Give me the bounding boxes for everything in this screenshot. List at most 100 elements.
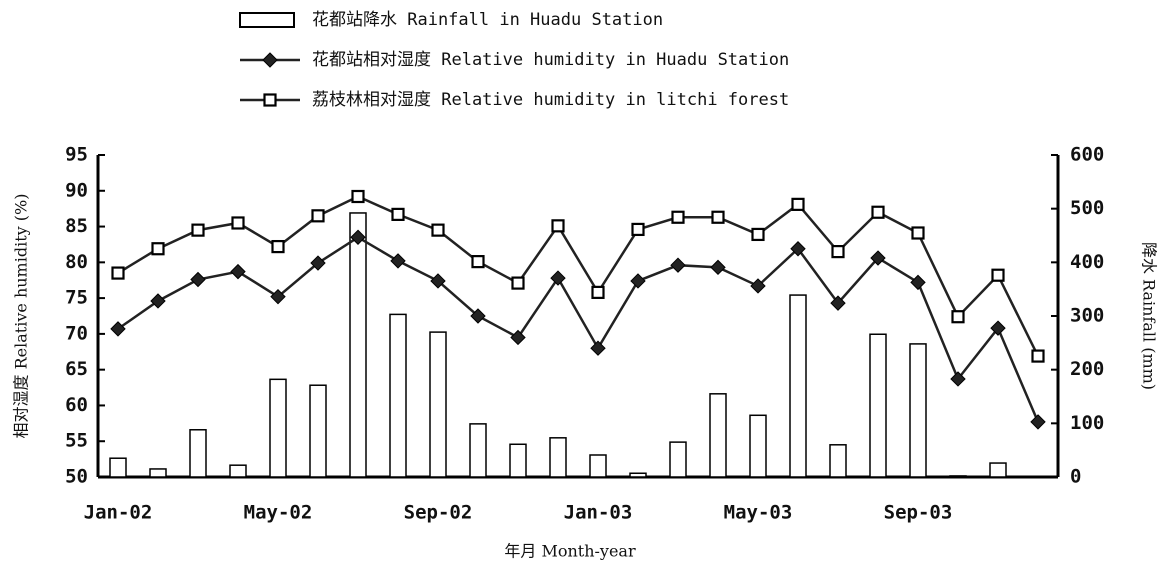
bar xyxy=(749,414,767,478)
x-tick-label: Sep-03 xyxy=(884,502,953,524)
bar xyxy=(429,331,447,478)
point xyxy=(191,223,205,237)
bar xyxy=(109,457,127,478)
point xyxy=(791,197,805,211)
y2-axis-label: 降水 Rainfall (mm) xyxy=(1140,242,1159,390)
point xyxy=(551,219,565,233)
y-tick-label: 65 xyxy=(65,358,88,380)
point xyxy=(911,226,925,240)
point xyxy=(991,268,1005,282)
point xyxy=(230,263,246,280)
point xyxy=(350,229,366,245)
point xyxy=(351,189,365,204)
y2-tick-label: 400 xyxy=(1070,251,1104,273)
point xyxy=(591,285,605,299)
bar xyxy=(309,384,327,478)
bar xyxy=(669,441,687,478)
point xyxy=(390,253,406,269)
legend-label: 花都站降水 Rainfall in Huadu Station xyxy=(312,10,663,30)
point xyxy=(310,255,326,271)
point xyxy=(710,259,726,276)
point xyxy=(831,245,845,259)
y2-tick-label: 100 xyxy=(1070,412,1104,434)
x-tick-label: May-03 xyxy=(724,502,793,524)
point xyxy=(990,320,1006,336)
point xyxy=(311,209,325,223)
bar xyxy=(869,333,887,478)
y-tick-label: 75 xyxy=(65,287,88,309)
bar xyxy=(469,423,487,478)
point xyxy=(751,227,765,242)
bar xyxy=(589,454,607,478)
point xyxy=(830,295,846,311)
legend-label: 荔枝林相对湿度 Relative humidity in litchi fore… xyxy=(312,90,789,110)
y-tick-label: 80 xyxy=(65,251,88,273)
point xyxy=(190,271,206,288)
legend-swatch xyxy=(239,12,295,28)
point xyxy=(550,270,566,286)
y-tick-label: 55 xyxy=(65,430,88,452)
y2-tick-label: 500 xyxy=(1070,197,1104,219)
point xyxy=(670,257,686,273)
y2-tick-label: 0 xyxy=(1070,466,1081,488)
bar xyxy=(229,464,247,478)
bar xyxy=(349,212,367,478)
point xyxy=(631,222,645,237)
line xyxy=(117,235,1040,423)
point xyxy=(270,288,286,305)
y2-tick-label: 200 xyxy=(1070,358,1104,380)
point xyxy=(471,255,485,269)
bar xyxy=(189,429,207,478)
bar xyxy=(389,313,407,478)
y-tick-label: 50 xyxy=(65,466,88,488)
point xyxy=(470,308,486,324)
legend-label: 花都站相对湿度 Relative humidity in Huadu Stati… xyxy=(312,50,789,70)
y-tick-label: 95 xyxy=(65,144,88,166)
point xyxy=(671,210,685,224)
bar xyxy=(629,472,647,478)
x-tick-label: Sep-02 xyxy=(404,502,473,524)
point xyxy=(910,274,926,291)
bar xyxy=(989,462,1007,478)
point xyxy=(271,239,285,254)
point xyxy=(590,340,606,356)
bar xyxy=(829,444,847,478)
point xyxy=(430,273,446,289)
point xyxy=(790,241,806,257)
legend-marker xyxy=(262,52,278,68)
point xyxy=(951,310,965,324)
bar xyxy=(949,475,967,478)
point xyxy=(391,207,405,221)
y2-tick-label: 300 xyxy=(1070,305,1104,327)
point xyxy=(1031,349,1045,363)
bar xyxy=(549,437,567,478)
point xyxy=(111,266,125,280)
bar xyxy=(269,378,287,478)
point xyxy=(151,242,165,256)
y-tick-label: 60 xyxy=(65,394,88,416)
x-tick-label: Jan-02 xyxy=(84,502,153,524)
point xyxy=(231,216,245,230)
point xyxy=(711,210,725,224)
y2-tick-label: 600 xyxy=(1070,144,1104,166)
line xyxy=(117,195,1040,357)
y-tick-label: 70 xyxy=(65,322,88,344)
x-axis-label: 年月 Month-year xyxy=(504,542,636,561)
point xyxy=(431,223,445,237)
point xyxy=(871,205,885,219)
y-tick-label: 85 xyxy=(65,215,88,237)
point xyxy=(1030,414,1046,430)
point xyxy=(950,371,966,387)
x-tick-label: Jan-03 xyxy=(564,502,633,524)
point xyxy=(511,276,525,290)
point xyxy=(750,278,766,294)
point xyxy=(150,293,166,309)
point xyxy=(870,250,886,266)
bar xyxy=(709,393,727,478)
bar xyxy=(509,443,527,478)
point xyxy=(110,321,126,337)
bar xyxy=(149,468,167,478)
y-tick-label: 90 xyxy=(65,179,88,201)
bar xyxy=(909,343,927,478)
